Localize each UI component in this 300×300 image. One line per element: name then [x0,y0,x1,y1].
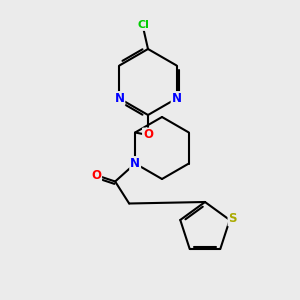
Text: N: N [114,92,124,105]
Text: O: O [91,169,101,182]
Text: N: N [172,92,182,105]
Text: O: O [143,128,153,142]
Text: S: S [229,212,237,226]
Text: Cl: Cl [137,20,149,30]
Text: N: N [130,157,140,170]
